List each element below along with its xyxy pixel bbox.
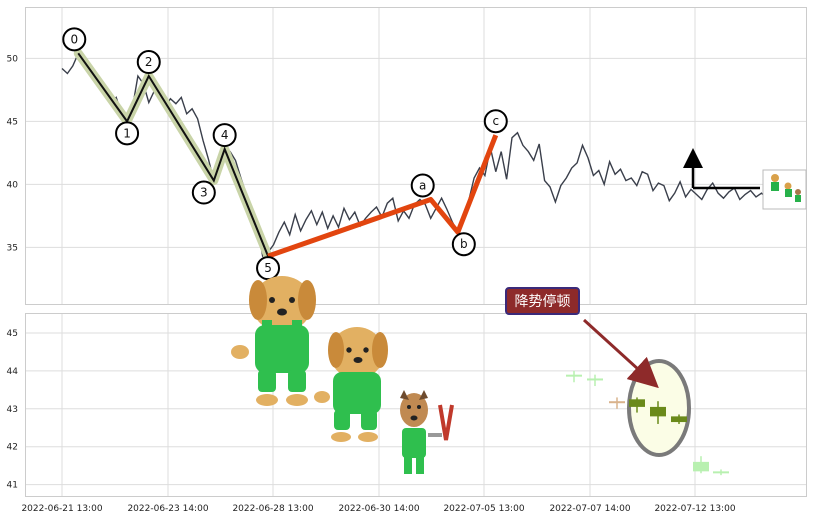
wave-label-2: 2 <box>145 55 153 69</box>
x-tick-label: 2022-06-28 13:00 <box>232 504 313 514</box>
wave-label-c: c <box>492 114 499 128</box>
y-tick-label: 42 <box>7 443 18 453</box>
wave-label-0: 0 <box>70 32 78 46</box>
candle-body <box>713 471 729 474</box>
dog-illustration-1 <box>231 276 316 406</box>
candles <box>566 370 729 476</box>
price-line <box>61 52 795 258</box>
wave-label-a: a <box>419 178 426 192</box>
x-tick-label: 2022-07-07 14:00 <box>549 504 630 514</box>
candle-body <box>693 461 709 472</box>
wave-label-4: 4 <box>221 128 229 142</box>
target-bracket <box>683 148 760 190</box>
y-tick-label: 40 <box>7 180 19 190</box>
candle-body <box>629 399 645 407</box>
y-tick-label: 50 <box>7 54 19 64</box>
annotation-arrow <box>582 318 659 389</box>
wave-label-circle <box>136 50 161 75</box>
mini-dog-icon <box>771 174 801 202</box>
candle-body <box>650 406 666 417</box>
candle-body <box>566 374 582 377</box>
wave-label-circle <box>483 109 508 134</box>
candle-body <box>609 401 625 404</box>
wave-label-3: 3 <box>200 186 208 200</box>
wave-label-5: 5 <box>264 261 272 275</box>
wave-label-circle <box>115 121 140 146</box>
x-tick-label: 2022-07-05 13:00 <box>443 504 524 514</box>
wave-label-circle <box>410 173 435 198</box>
x-tick-label: 2022-06-23 14:00 <box>127 504 208 514</box>
thumbnail-frame <box>762 169 807 210</box>
bottom-y-axis: 41 42 43 44 45 <box>7 329 19 491</box>
correction-wave-line <box>267 134 499 259</box>
y-tick-label: 45 <box>7 329 18 339</box>
x-tick-label: 2022-07-12 13:00 <box>654 504 735 514</box>
wave-label-circle <box>256 256 281 281</box>
y-tick-label: 41 <box>7 481 18 491</box>
wave-label-1: 1 <box>123 126 131 140</box>
price-series <box>61 52 795 258</box>
x-tick-label: 2022-06-30 14:00 <box>338 504 419 514</box>
impulse-wave-line <box>77 52 269 257</box>
wave-label-circle <box>62 27 87 52</box>
dog-illustration-3 <box>400 390 454 474</box>
x-tick-label: 2022-06-21 13:00 <box>21 504 102 514</box>
annotation-box: 降势停顿 <box>505 287 580 315</box>
y-tick-label: 44 <box>7 367 19 377</box>
candle-body <box>587 378 603 381</box>
dog-illustration-2 <box>314 327 388 442</box>
elliott-waves: 0 1 2 3 4 5 a b c <box>62 27 508 281</box>
annotation-label: 降势停顿 <box>515 293 571 310</box>
x-axis: 2022-06-21 13:00 2022-06-23 14:00 2022-06-… <box>21 504 735 514</box>
candle-body <box>671 416 687 423</box>
top-y-axis: 35 40 45 50 <box>7 54 19 253</box>
wave-label-circle <box>212 123 237 148</box>
y-tick-label: 45 <box>7 117 18 127</box>
y-tick-label: 35 <box>7 243 18 253</box>
y-tick-label: 43 <box>7 405 18 415</box>
wave-label-circle <box>451 232 476 257</box>
wave-label-circle <box>191 180 216 205</box>
wave-label-b: b <box>460 237 468 251</box>
